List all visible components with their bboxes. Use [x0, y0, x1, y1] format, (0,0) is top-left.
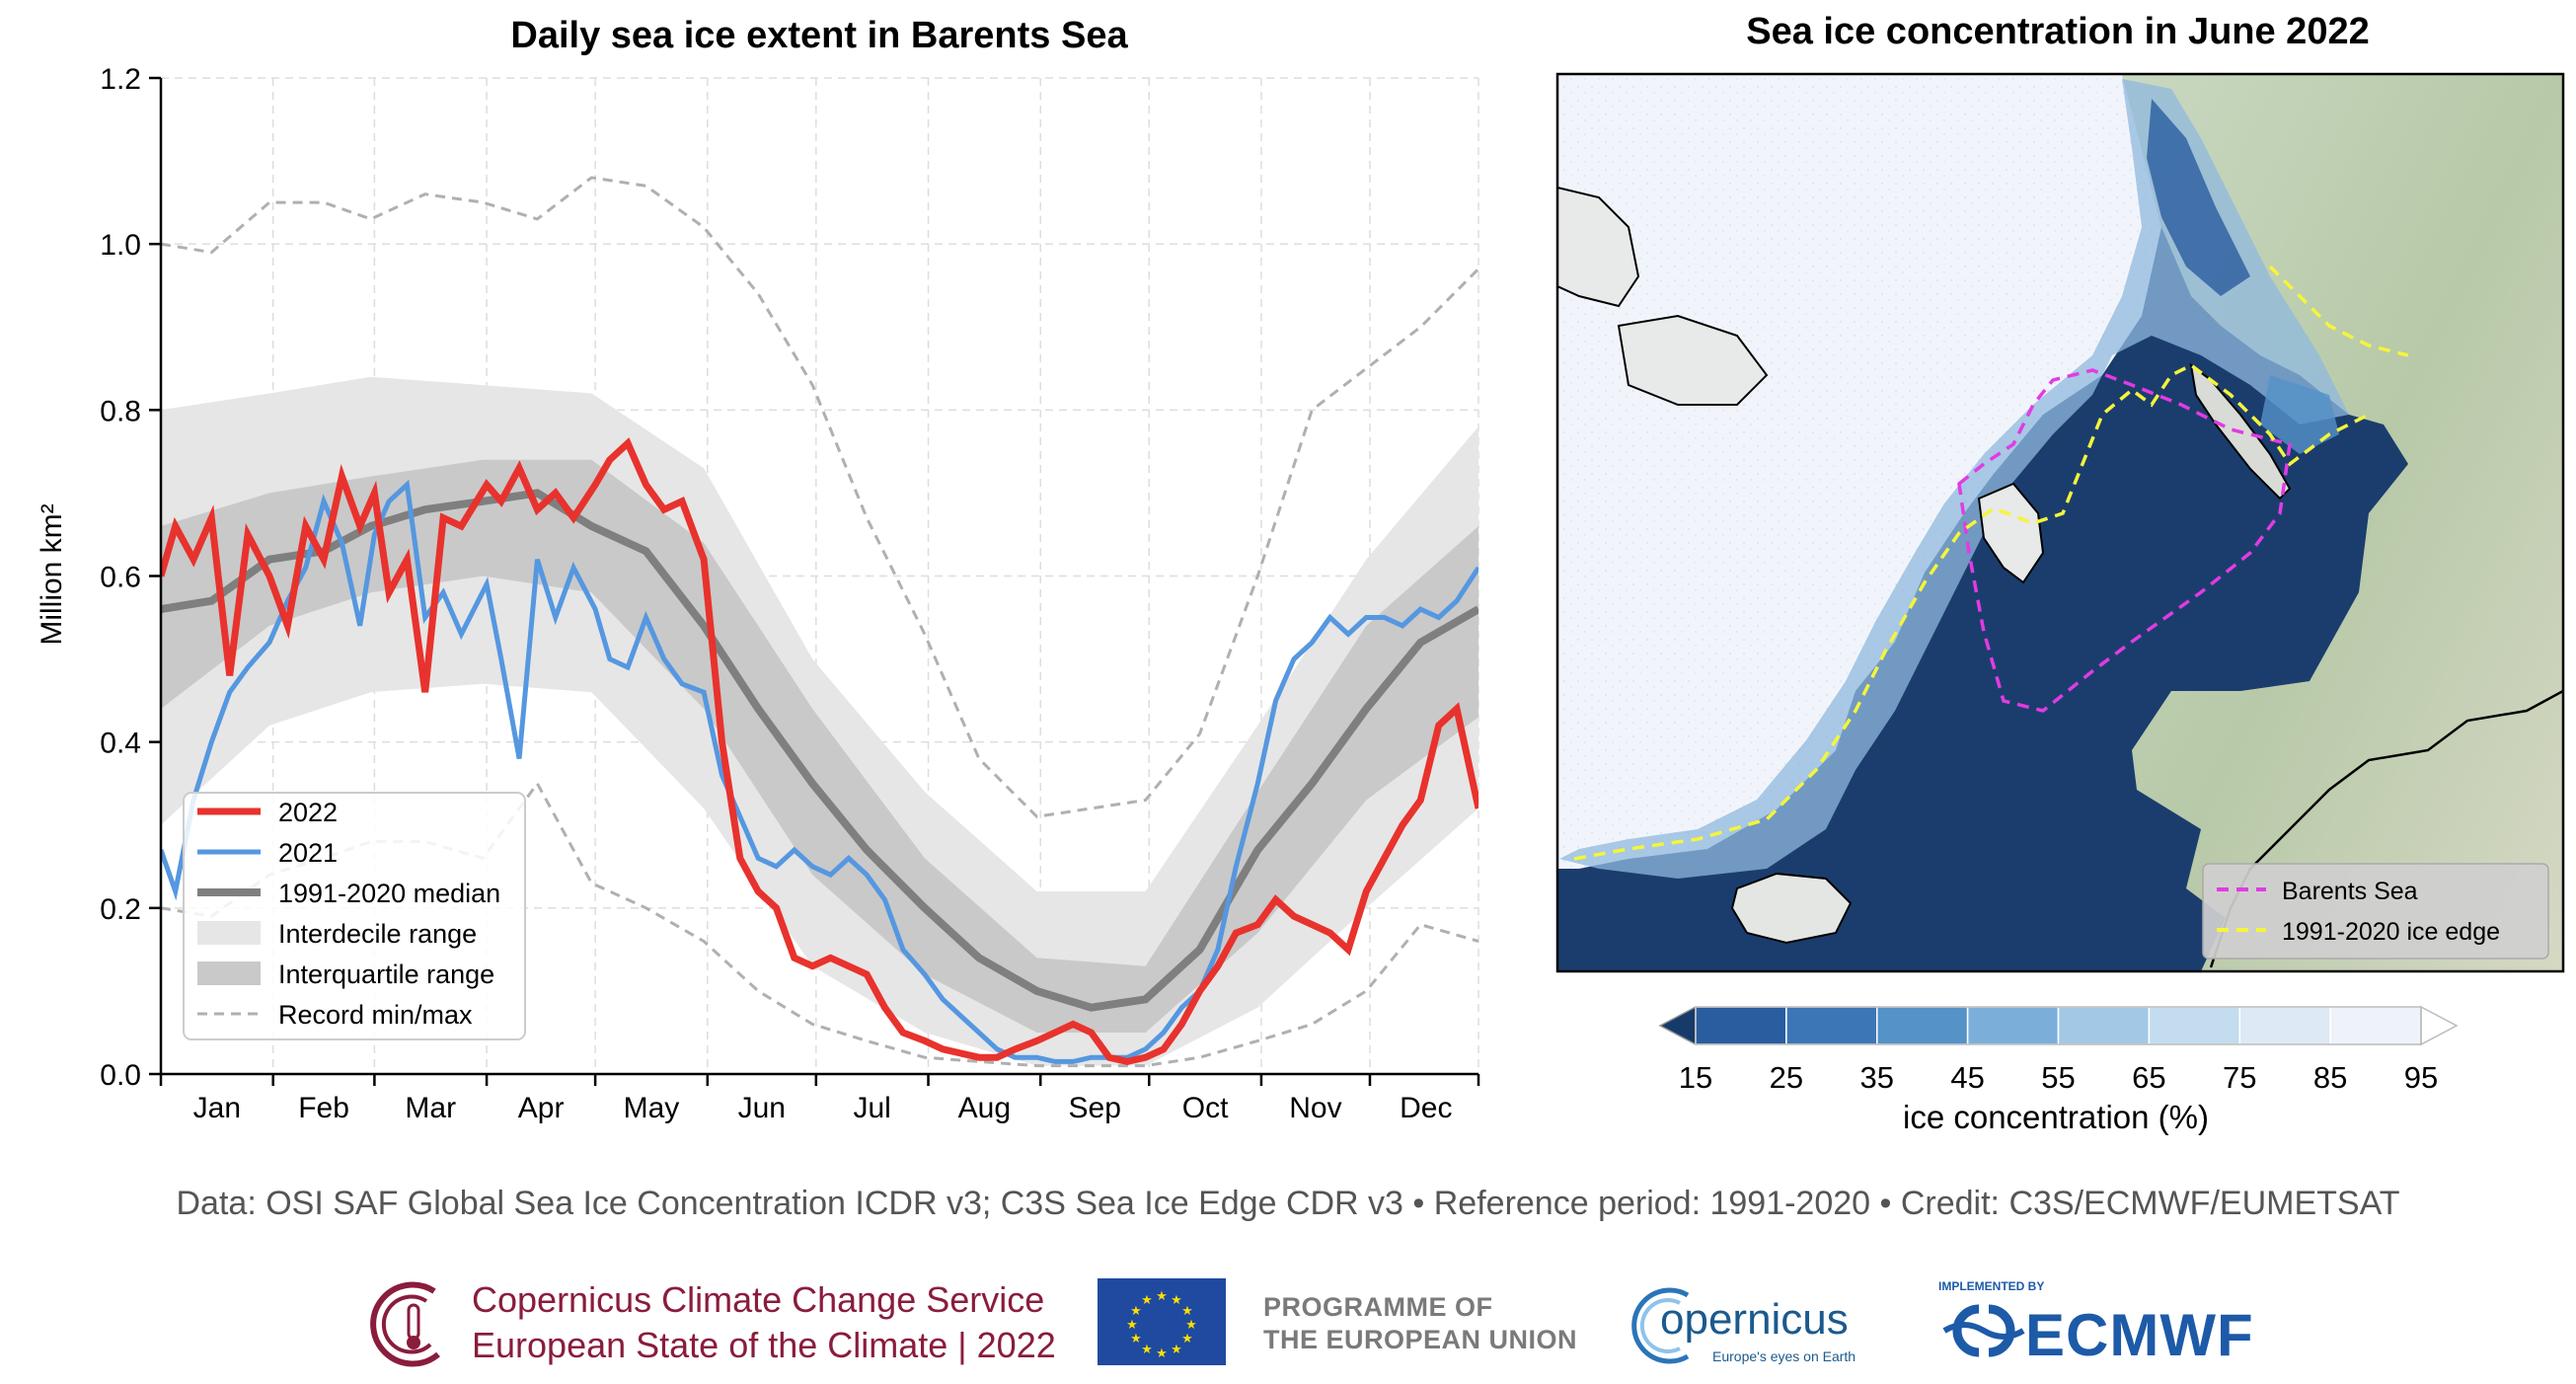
map-frame	[1555, 72, 2565, 973]
legend-record: Record min/max	[278, 1000, 473, 1030]
x-tick-label: Oct	[1182, 1092, 1229, 1124]
colorbar-segment	[1785, 1006, 1878, 1045]
copernicus-c-icon	[1631, 1287, 1690, 1364]
legend-median: 1991-2020 median	[278, 879, 500, 908]
colorbar-segment	[2057, 1006, 2151, 1045]
svg-text:★: ★	[1130, 1304, 1142, 1319]
svg-text:★: ★	[1156, 1289, 1168, 1304]
colorbar-over-arrow	[2420, 1005, 2459, 1046]
colorbar-label: ice concentration (%)	[1903, 1099, 2209, 1135]
eu-flag: ★ ★ ★ ★ ★ ★ ★ ★ ★ ★ ★ ★	[1098, 1278, 1226, 1365]
record-min-line	[161, 780, 1478, 1068]
colorbar-segment	[2329, 1006, 2422, 1045]
chart-title: Daily sea ice extent in Barents Sea	[510, 15, 1128, 56]
y-tick-label: 0.4	[100, 728, 141, 760]
colorbar-tick-label: 95	[2404, 1060, 2438, 1095]
legend-2022: 2022	[278, 798, 338, 827]
x-tick-label: Jul	[854, 1092, 891, 1124]
colorbar-segment	[1695, 1006, 1787, 1045]
x-tick-label: Aug	[958, 1092, 1011, 1124]
y-axis-label: Million km²	[36, 503, 68, 645]
programme-line1: PROGRAMME OF	[1263, 1292, 1493, 1322]
y-tick-label: 0.8	[100, 395, 141, 427]
colorbar-tick-label: 15	[1679, 1060, 1712, 1095]
y-tick-label: 1.0	[100, 229, 141, 262]
y-tick-label: 1.2	[100, 63, 141, 96]
record-max-line	[161, 176, 1478, 818]
legend-2021: 2021	[278, 838, 338, 868]
series-2022-line	[161, 437, 1478, 1065]
colorbar-segment	[2238, 1006, 2331, 1045]
colorbar-tick-label: 75	[2223, 1060, 2256, 1095]
x-ticks: Jan Feb Mar Apr May Jun Jul Aug Sep Oct Nov Dec	[159, 1074, 1480, 1124]
interquartile-band	[161, 459, 1478, 1033]
colorbar-tick-label: 55	[2041, 1060, 2075, 1095]
copernicus-logo: opernicus Europe's eyes on Earth	[1619, 1273, 1875, 1372]
c3s-logo: Copernicus Climate Change Service Europe…	[365, 1273, 1056, 1372]
map-legend: Barents Sea 1991-2020 ice edge	[2202, 863, 2549, 960]
colorbar-segment	[1966, 1006, 2060, 1045]
colorbar-segment	[1876, 1006, 1969, 1045]
svg-text:★: ★	[1141, 1343, 1153, 1357]
svg-text:★: ★	[1171, 1343, 1182, 1357]
legend-interquartile: Interquartile range	[278, 960, 494, 989]
x-tick-label: Mar	[405, 1092, 456, 1124]
x-tick-label: Sep	[1069, 1092, 1121, 1124]
series-2021-line	[161, 479, 1478, 1064]
legend-ice-edge: 1991-2020 ice edge	[2282, 918, 2500, 946]
eu-stars-icon: ★ ★★ ★★★ ★★★ ★★★	[1126, 1289, 1197, 1361]
x-tick-label: Nov	[1289, 1092, 1341, 1124]
colorbar-tick-label: 25	[1770, 1060, 1803, 1095]
chart-legend: 2022 2021 1991-2020 median Interdecile r…	[183, 792, 526, 1040]
x-tick-label: Dec	[1400, 1092, 1452, 1124]
legend-barents: Barents Sea	[2282, 878, 2418, 905]
x-tick-label: Feb	[298, 1092, 349, 1124]
svg-text:★: ★	[1130, 1332, 1142, 1346]
c3s-subtitle: European State of the Climate | 2022	[472, 1325, 1056, 1365]
colorbar-tick-label: 85	[2313, 1060, 2347, 1095]
x-tick-label: May	[624, 1092, 680, 1124]
programme-eu-text: PROGRAMME OF THE EUROPEAN UNION	[1263, 1291, 1577, 1356]
colorbar: 15 25 35 45 55 65 75 85 95	[1658, 1005, 2459, 1095]
colorbar-tick-label: 35	[1860, 1060, 1894, 1095]
c3s-thermometer-icon	[370, 1281, 440, 1367]
data-credits: Data: OSI SAF Global Sea Ice Concentrati…	[176, 1185, 2400, 1222]
ice-concentration-map	[1557, 74, 2563, 971]
c3s-title: Copernicus Climate Change Service	[472, 1279, 1045, 1320]
copernicus-tagline: Europe's eyes on Earth	[1712, 1348, 1856, 1364]
median-line	[161, 489, 1478, 1012]
copernicus-wordmark: opernicus	[1660, 1295, 1849, 1344]
colorbar-tick-label: 45	[1950, 1060, 1984, 1095]
ecmwf-wordmark: ECMWF	[2025, 1302, 2254, 1368]
y-tick-label: 0.6	[100, 562, 141, 594]
ecmwf-waves-icon	[1942, 1304, 2025, 1357]
map-title: Sea ice concentration in June 2022	[1746, 11, 2369, 52]
svg-text:★: ★	[1126, 1318, 1138, 1333]
svg-text:★: ★	[1185, 1318, 1197, 1333]
svg-text:★: ★	[1181, 1332, 1193, 1346]
colorbar-segment	[2148, 1006, 2240, 1045]
svg-text:★: ★	[1171, 1293, 1182, 1308]
svg-text:★: ★	[1156, 1346, 1168, 1361]
legend-interdecile: Interdecile range	[278, 919, 477, 949]
ecmwf-implemented-by: IMPLEMENTED BY	[1938, 1279, 2045, 1293]
programme-line2: THE EUROPEAN UNION	[1263, 1325, 1578, 1354]
x-tick-label: Jun	[738, 1092, 786, 1124]
x-tick-label: Jan	[193, 1092, 241, 1124]
colorbar-tick-label: 65	[2132, 1060, 2165, 1095]
y-tick-label: 0.2	[100, 893, 141, 926]
ecmwf-logo: IMPLEMENTED BY ECMWF	[1934, 1279, 2290, 1373]
svg-text:★: ★	[1141, 1293, 1153, 1308]
svg-text:★: ★	[1181, 1304, 1193, 1319]
y-ticks: 0.0 0.2 0.4 0.6 0.8 1.0 1.2	[100, 63, 161, 1092]
colorbar-under-arrow	[1658, 1005, 1697, 1046]
y-tick-label: 0.0	[100, 1059, 141, 1092]
x-tick-label: Apr	[518, 1092, 565, 1124]
